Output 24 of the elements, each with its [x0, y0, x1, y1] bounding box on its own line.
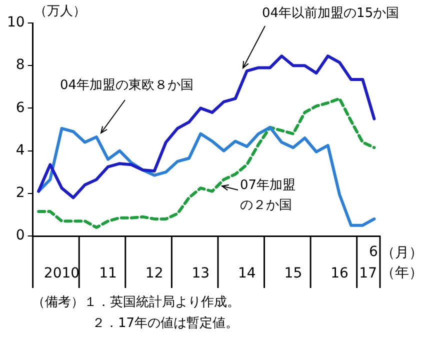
text: 04年以前加盟の15か国 [262, 5, 400, 23]
y-axis-title: （万人） [34, 3, 86, 20]
series-label: 07年加盟の２か国 [240, 177, 297, 215]
x-tick-label: 13 [192, 266, 210, 282]
line-series [37, 97, 376, 229]
text: （月） [381, 244, 423, 262]
x-tick-label: 15 [284, 266, 302, 282]
y-tick-label: 6 [16, 100, 25, 116]
text: （備考）１．英国統計局より作成。 [32, 294, 240, 311]
x-tick-label: 11 [99, 266, 117, 282]
y-tick-label: 4 [16, 142, 25, 158]
x-tick-label: 2010 [44, 266, 80, 282]
x-axis-title: （年） [381, 264, 423, 282]
x-tick-label: 16 [330, 266, 348, 282]
text: ２．17年の値は暫定値。 [92, 315, 239, 332]
x-tick-label: 17 [359, 266, 378, 282]
x-tick-label: 12 [145, 266, 164, 282]
y-tick-label: 0 [16, 228, 25, 244]
y-tick-label: 10 [6, 14, 25, 31]
y-tick-label: 8 [16, 57, 25, 74]
x-tick-label: 14 [238, 266, 256, 282]
text: 04年加盟の東欧８か国 [60, 77, 194, 95]
y-tick-label: 2 [16, 185, 25, 202]
text: 6 [369, 244, 378, 260]
